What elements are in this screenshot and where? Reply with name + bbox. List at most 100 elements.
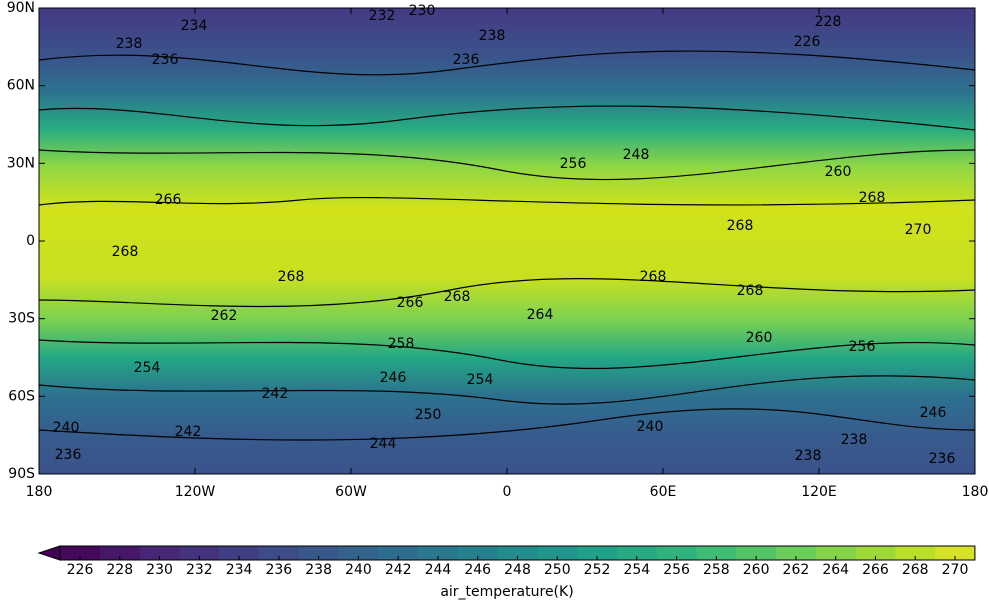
- colorbar-tick-label: 242: [385, 562, 412, 578]
- contour-label: 244: [370, 436, 397, 452]
- colorbar-cell: [616, 546, 658, 560]
- contour-label: 268: [727, 218, 754, 234]
- colorbar-tick-label: 266: [862, 562, 889, 578]
- colorbar-cell: [457, 546, 499, 560]
- contour-label: 266: [397, 295, 424, 311]
- contour-label: 238: [479, 28, 506, 44]
- contour-label: 236: [453, 52, 480, 68]
- y-tick-label: 0: [26, 233, 35, 249]
- contour-label: 268: [112, 244, 139, 260]
- contour-label: 262: [211, 308, 238, 324]
- colorbar-cell: [855, 546, 896, 560]
- contour-label: 232: [369, 8, 396, 24]
- colorbar-tick-label: 254: [623, 562, 650, 578]
- y-tick-label: 30N: [7, 155, 35, 171]
- colorbar-cell: [895, 546, 936, 560]
- contour-label: 250: [415, 407, 442, 423]
- contour-label: 268: [859, 190, 886, 206]
- x-tick-label: 180: [962, 484, 989, 500]
- colorbar-cell: [935, 546, 976, 560]
- colorbar-tick-label: 270: [942, 562, 969, 578]
- contour-label: 270: [905, 222, 932, 238]
- contour-label: 236: [929, 451, 956, 467]
- colorbar-cell: [378, 546, 419, 560]
- contour-label: 236: [152, 52, 179, 68]
- contour-label: 264: [527, 307, 554, 323]
- contour-label: 238: [116, 36, 143, 52]
- x-tick-label: 120E: [801, 484, 837, 500]
- contour-label: 258: [388, 336, 415, 352]
- colorbar-tick-label: 262: [783, 562, 810, 578]
- colorbar-tick-label: 268: [902, 562, 929, 578]
- colorbar-tick-label: 238: [305, 562, 332, 578]
- colorbar-tick-label: 244: [425, 562, 452, 578]
- colorbar-cell: [99, 546, 141, 560]
- y-tick-label: 30S: [8, 311, 35, 327]
- y-tick-label: 90S: [8, 466, 35, 482]
- colorbar-tick-label: 234: [226, 562, 253, 578]
- x-tick-label: 120W: [175, 484, 216, 500]
- colorbar-cell: [696, 546, 737, 560]
- colorbar-cell: [656, 546, 697, 560]
- contour-label: 240: [637, 419, 664, 435]
- colorbar-tick-label: 226: [67, 562, 94, 578]
- colorbar-tick-label: 246: [464, 562, 491, 578]
- colorbar-tick-label: 250: [544, 562, 571, 578]
- colorbar-tick-label: 236: [265, 562, 292, 578]
- contour-label: 240: [53, 420, 80, 436]
- contour-label: 268: [278, 269, 305, 285]
- contour-label: 266: [155, 192, 182, 208]
- contour-label: 256: [560, 156, 587, 172]
- colorbar-tick-label: 264: [822, 562, 849, 578]
- colorbar-tick-label: 248: [504, 562, 531, 578]
- x-tick-label: 180: [26, 484, 53, 500]
- contour-label: 236: [55, 447, 82, 463]
- colorbar-tick-label: 228: [106, 562, 133, 578]
- y-tick-label: 60N: [7, 78, 35, 94]
- contour-label: 242: [262, 386, 289, 402]
- contour-label: 238: [795, 448, 822, 464]
- colorbar-cell: [338, 546, 379, 560]
- y-tick-label: 60S: [8, 388, 35, 404]
- contour-label: 228: [815, 14, 842, 30]
- colorbar-tick-label: 240: [345, 562, 372, 578]
- contours: [38, 50, 976, 441]
- colorbar-extend-low: [37, 545, 61, 561]
- colorbar-tick-label: 256: [663, 562, 690, 578]
- colorbar-cell: [139, 546, 180, 560]
- colorbar-tick-label: 232: [186, 562, 213, 578]
- colorbar-cell: [537, 546, 578, 560]
- contour-label: 230: [409, 3, 436, 19]
- colorbar-tick-label: 258: [703, 562, 730, 578]
- contour-label: 246: [380, 370, 407, 386]
- colorbar-cell: [179, 546, 220, 560]
- temperature-field: [39, 8, 975, 474]
- colorbar-tick-label: 260: [743, 562, 770, 578]
- contour-label: 254: [467, 372, 494, 388]
- contour-label: 256: [849, 339, 876, 355]
- colorbar-cell: [258, 546, 300, 560]
- colorbar-cell: [736, 546, 777, 560]
- contour-label: 238: [841, 432, 868, 448]
- colorbar-cell: [497, 546, 538, 560]
- contour-label: 268: [737, 283, 764, 299]
- colorbar-cell: [60, 546, 101, 560]
- y-tick-label: 90N: [7, 0, 35, 16]
- contour-label: 242: [175, 424, 202, 440]
- colorbar-cell: [815, 546, 857, 560]
- colorbar-cell: [776, 546, 817, 560]
- colorbar-cell: [577, 546, 618, 560]
- colorbar-label: air_temperature(K): [440, 584, 573, 600]
- contour-label: 260: [746, 330, 773, 346]
- contour-label: 246: [920, 405, 947, 421]
- colorbar-cell: [298, 546, 340, 560]
- x-tick-label: 60W: [335, 484, 367, 500]
- colorbar-tick-label: 230: [146, 562, 173, 578]
- x-tick-label: 0: [503, 484, 512, 500]
- contour-label: 226: [794, 34, 821, 50]
- contour-label: 248: [623, 147, 650, 163]
- contour-label: 254: [134, 360, 161, 376]
- contour-label: 234: [181, 18, 208, 34]
- contour-label: 268: [640, 269, 667, 285]
